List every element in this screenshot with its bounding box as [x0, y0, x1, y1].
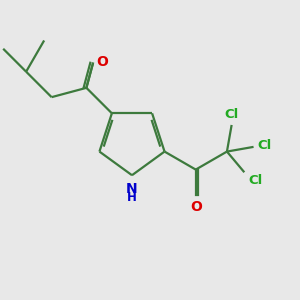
Text: Cl: Cl [248, 174, 262, 187]
Text: H: H [127, 191, 137, 204]
Text: Cl: Cl [257, 140, 272, 152]
Text: Cl: Cl [224, 108, 239, 122]
Text: O: O [97, 55, 108, 69]
Text: O: O [190, 200, 202, 214]
Text: N: N [126, 182, 138, 196]
